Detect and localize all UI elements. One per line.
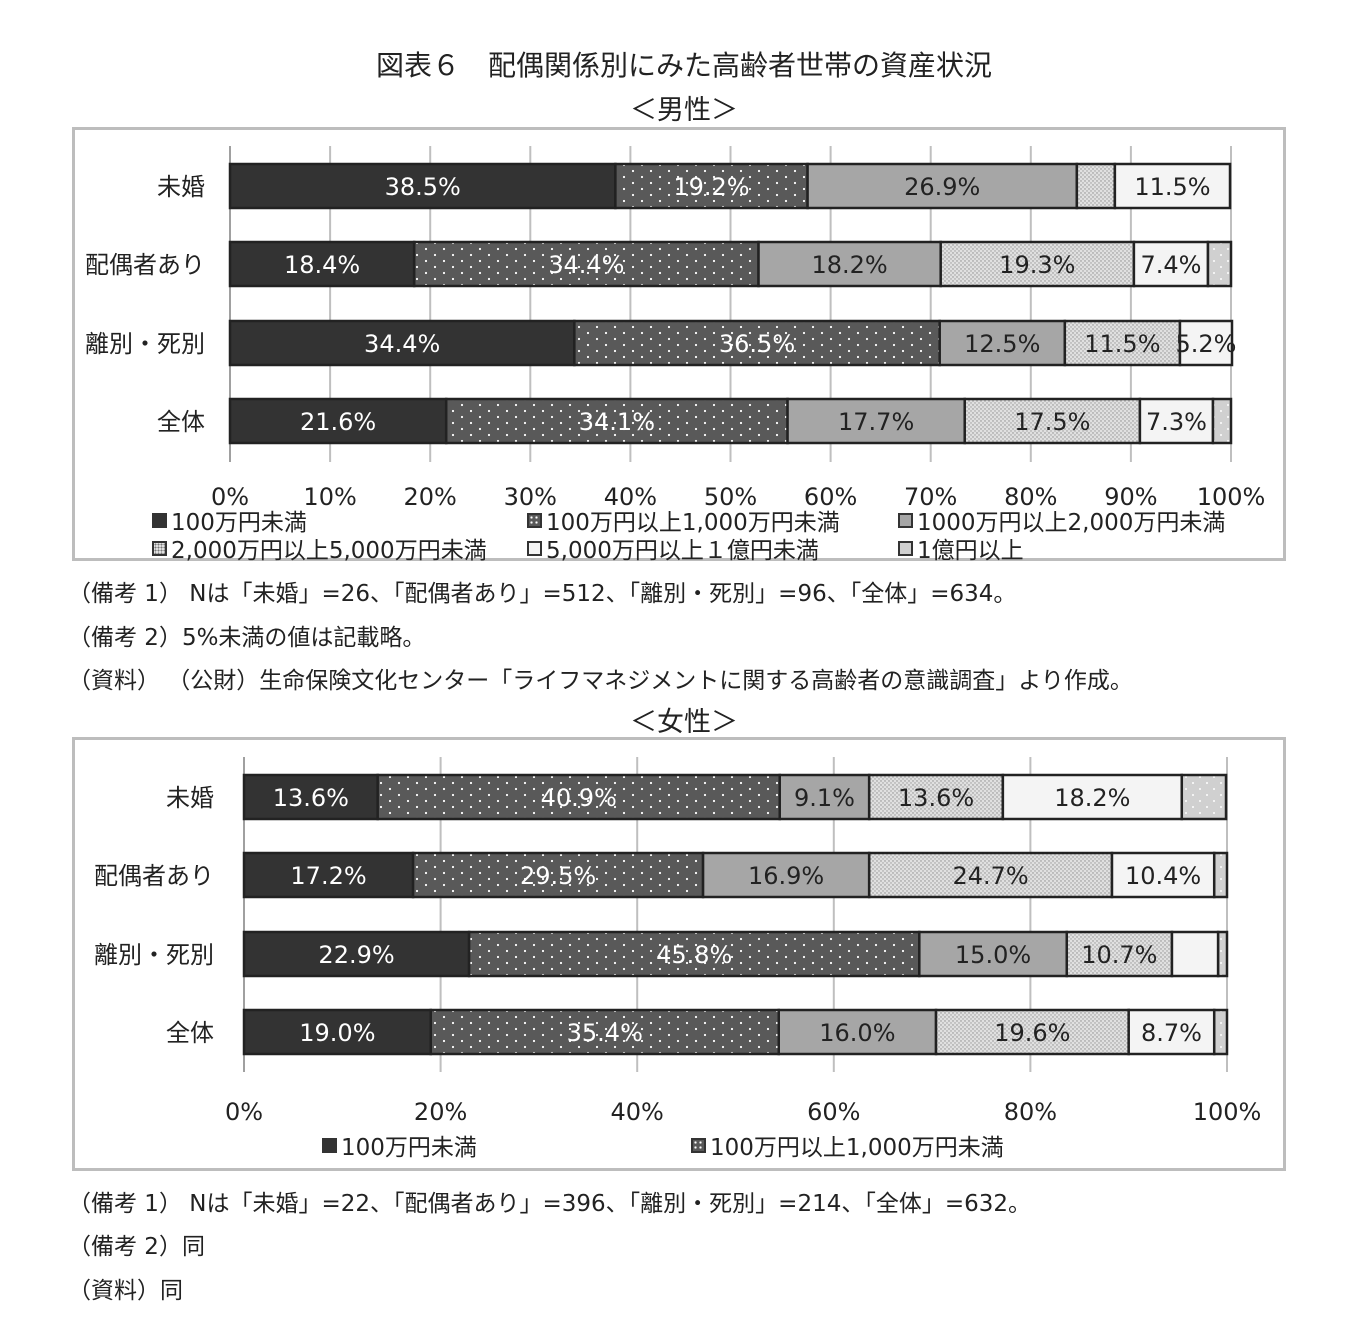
male-chart-frame	[72, 127, 1286, 561]
legend-item: 5,000万円以上１億円未満	[527, 531, 819, 565]
legend-label: 1億円以上	[917, 538, 1024, 564]
female-note-2: （備考 2）同	[68, 1234, 205, 1260]
female-note-1: （備考 1） Nは「未婚」=22、「配偶者あり」=396、「離別・死別」=214…	[68, 1191, 1032, 1217]
legend-label: 2,000万円以上5,000万円未満	[171, 538, 487, 564]
legend-label: 100万円未満	[341, 1135, 477, 1161]
male-note-3: （資料） （公財）生命保険文化センター「ライフマネジメントに関する高齢者の意識調…	[68, 668, 1133, 694]
legend-swatch	[152, 512, 167, 528]
legend-label: 100万円以上1,000万円未満	[710, 1135, 1004, 1161]
female-subtitle: ＜女性＞	[630, 707, 738, 738]
legend-item: 2,000万円以上5,000万円未満	[152, 531, 487, 565]
legend-swatch	[527, 540, 542, 556]
legend-item: 100万円以上1,000万円未満	[691, 1128, 1004, 1162]
legend-swatch	[898, 540, 913, 556]
legend-item: 1000万円以上2,000万円未満	[898, 503, 1225, 537]
male-subtitle: ＜男性＞	[630, 95, 738, 126]
legend-label: 100万円以上1,000万円未満	[546, 510, 840, 536]
legend-swatch	[691, 1137, 706, 1153]
legend-item: 100万円未満	[322, 1128, 477, 1162]
female-note-3: （資料）同	[68, 1278, 183, 1304]
legend-label: 1000万円以上2,000万円未満	[917, 510, 1226, 536]
legend-item: 1億円以上	[898, 531, 1024, 565]
male-note-1: （備考 1） Nは「未婚」=26、「配偶者あり」=512、「離別・死別」=96、…	[68, 581, 1017, 607]
legend-swatch	[322, 1137, 337, 1153]
legend-swatch	[527, 512, 542, 528]
legend-swatch	[152, 540, 167, 556]
legend-swatch	[898, 512, 913, 528]
legend-label: 5,000万円以上１億円未満	[546, 538, 819, 564]
male-note-2: （備考 2）5%未満の値は記載略。	[68, 625, 426, 651]
legend-label: 100万円未満	[171, 510, 307, 536]
female-chart-frame	[72, 737, 1286, 1171]
figure-title: 図表６ 配偶関係別にみた高齢者世帯の資産状況	[375, 49, 992, 82]
legend-item: 100万円未満	[152, 503, 307, 537]
legend-item: 100万円以上1,000万円未満	[527, 503, 840, 537]
